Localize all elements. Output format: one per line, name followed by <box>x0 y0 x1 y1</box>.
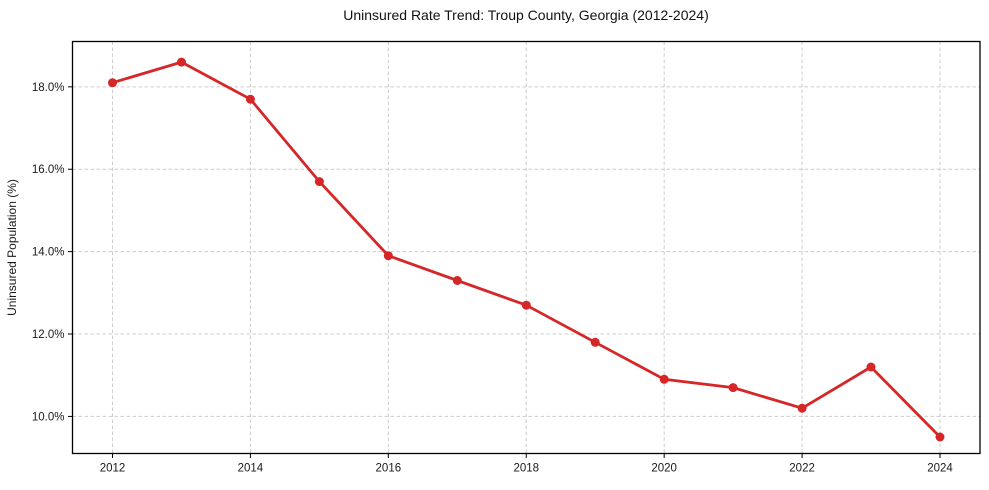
y-tick-label: 10.0% <box>32 411 65 423</box>
data-point-2013 <box>177 57 186 67</box>
x-tick-label: 2024 <box>927 463 953 475</box>
data-point-2023 <box>866 362 876 372</box>
plot-border <box>71 40 981 455</box>
x-tick-label: 2020 <box>651 463 677 475</box>
y-tick-label: 16.0% <box>32 164 65 176</box>
x-tick-label: 2016 <box>376 463 402 475</box>
y-tick-label: 18.0% <box>32 82 65 94</box>
data-point-2016 <box>383 251 393 261</box>
y-tick-label: 14.0% <box>32 247 65 259</box>
data-point-2022 <box>797 403 807 413</box>
data-point-2019 <box>590 337 600 347</box>
x-tick-label: 2012 <box>100 463 126 475</box>
y-axis-label: Uninsured Population (%) <box>5 179 19 316</box>
chart-title: Uninsured Rate Trend: Troup County, Geor… <box>343 7 709 23</box>
x-tick-label: 2022 <box>789 463 815 475</box>
plot-generated-layer: 2012 2014 2016 2018 2020 2022 2024 10.0% 12.0% 14… <box>32 41 980 475</box>
data-point-2015 <box>314 177 324 187</box>
data-point-2012 <box>108 78 117 88</box>
data-point-2021 <box>728 383 738 393</box>
data-point-2020 <box>659 374 669 384</box>
y-tick-label: 12.0% <box>32 329 65 341</box>
x-tick-label: 2014 <box>238 463 264 475</box>
data-point-2018 <box>521 300 531 310</box>
data-point-2024 <box>935 432 945 442</box>
x-tick-label: 2018 <box>513 463 539 475</box>
data-point-2014 <box>245 94 255 104</box>
data-point-2017 <box>452 276 462 285</box>
